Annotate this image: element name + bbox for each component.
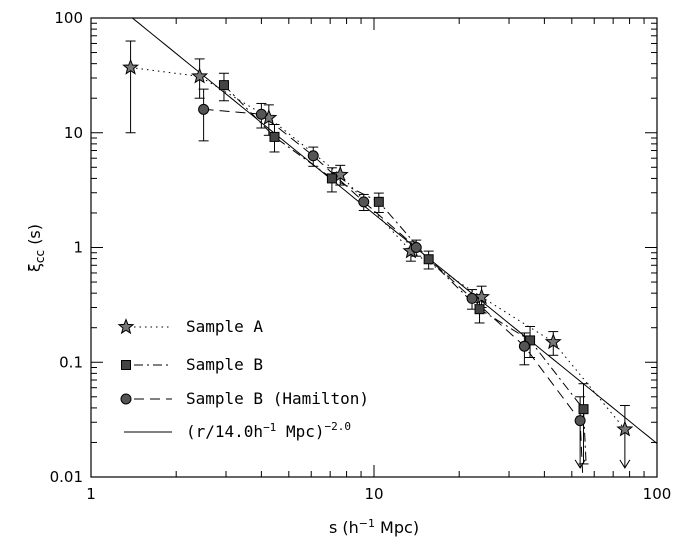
data-markers: [122, 58, 634, 437]
legend: Sample A Sample B Sample B (Hamilton) (r/14…: [117, 317, 369, 441]
data-point: [410, 242, 422, 253]
data-point: [574, 415, 586, 427]
data-point: [331, 165, 349, 183]
plot-frame: [90, 17, 658, 478]
series-lines: [130, 18, 657, 473]
series-line: [203, 108, 584, 473]
data-point: [616, 420, 634, 437]
data-point: [326, 173, 337, 184]
legend-marker: [120, 393, 132, 405]
data-point: [578, 404, 589, 415]
data-point: [544, 333, 562, 350]
data-point: [269, 131, 280, 142]
data-point: [198, 103, 210, 115]
legend-label: Sample B: [186, 355, 263, 374]
data-point: [518, 340, 530, 352]
legend-marker: [121, 360, 131, 370]
data-point: [466, 292, 478, 304]
x-tick-labels: 1 10 100: [86, 485, 671, 503]
y-tick-label: 100: [54, 9, 83, 27]
data-point: [307, 150, 319, 162]
y-tick-label: 0.01: [50, 468, 83, 486]
data-point: [473, 288, 491, 305]
y-tick-label: 0.1: [59, 353, 83, 371]
data-point: [474, 304, 485, 315]
data-point: [255, 108, 267, 120]
data-point: [525, 335, 536, 346]
y-tick-label: 10: [64, 124, 83, 142]
legend-label: (r/14.0h−1 Mpc)−2.0: [186, 420, 351, 441]
legend-label: Sample A: [186, 317, 263, 336]
data-point: [122, 58, 140, 75]
data-point: [218, 80, 229, 91]
data-point: [358, 196, 370, 208]
y-tick-label: 1: [73, 239, 83, 257]
upper-limit-arrow: [574, 459, 586, 469]
data-point: [423, 254, 434, 265]
x-tick-label: 1: [86, 485, 96, 503]
legend-label: Sample B (Hamilton): [186, 389, 369, 408]
series-line: [130, 67, 626, 430]
data-point: [373, 196, 384, 207]
legend-marker: [117, 318, 135, 335]
x-tick-label: 100: [643, 485, 672, 503]
y-axis-label: ξcc (s): [25, 224, 47, 272]
x-axis-label: s (h−1 Mpc): [329, 517, 419, 537]
x-tick-label: 10: [364, 485, 383, 503]
y-tick-labels: 0.01 0.1 1 10 100: [50, 9, 83, 486]
data-point: [191, 67, 209, 84]
upper-limit-arrow: [619, 459, 631, 469]
series-line: [131, 18, 657, 444]
axis-ticks: [90, 18, 657, 478]
